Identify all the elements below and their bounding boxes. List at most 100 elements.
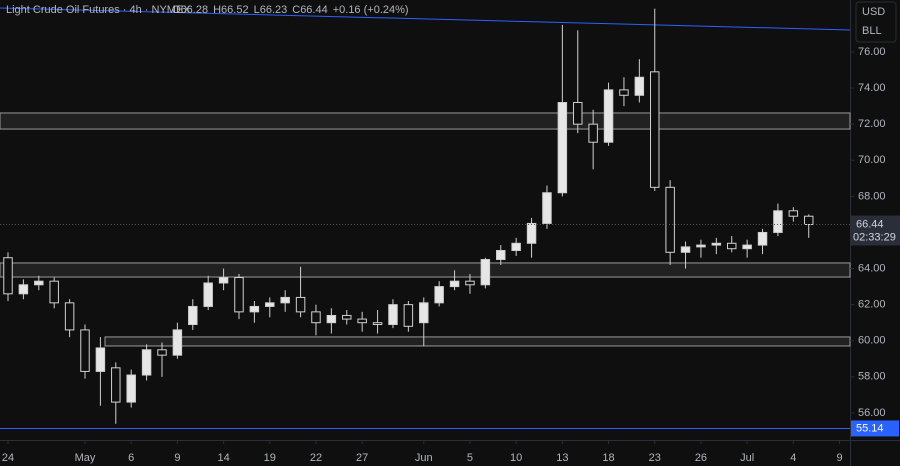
candle-body (141, 349, 152, 376)
ohlc-value: 66.23 (260, 4, 288, 16)
ohlc-value: 66.28 (181, 4, 209, 16)
candle-body (80, 329, 90, 372)
candle-body (650, 71, 660, 188)
candle-body (480, 259, 491, 286)
candle-body (711, 242, 722, 246)
x-tick-label: Jul (740, 452, 754, 464)
change: +0.16 (+0.24%) (333, 4, 409, 16)
candle-body (249, 305, 260, 313)
candle-body (465, 280, 475, 286)
currency: USD (862, 6, 885, 18)
x-tick-label: 19 (264, 452, 276, 464)
candle-body (326, 314, 337, 324)
candle-body (388, 304, 398, 325)
candle-body (419, 302, 429, 324)
candle-body (357, 318, 367, 324)
x-tick-label: May (75, 452, 96, 464)
candle-body (188, 305, 198, 325)
candle-body (511, 242, 521, 252)
unit-box[interactable] (855, 1, 897, 43)
candle-body (557, 102, 568, 194)
x-tick-label: 9 (836, 452, 842, 464)
candle-body (3, 257, 13, 295)
y-tick-label: 56.00 (858, 407, 886, 419)
candle-body (218, 277, 229, 284)
hline-price-label: 55.14 (856, 422, 884, 434)
countdown: 02:33:29 (853, 231, 896, 243)
candle-body (95, 347, 106, 372)
x-tick-label: 5 (467, 452, 473, 464)
unit: BLL (862, 25, 882, 37)
candle-body (64, 302, 75, 331)
chart-title: Light Crude Oil Futures · 4h · NYMEX (6, 4, 191, 16)
candle-body (634, 76, 645, 96)
candle-body (403, 304, 414, 327)
y-tick-label: 68.00 (858, 190, 886, 202)
ohlc-value: 66.44 (300, 4, 328, 16)
y-tick-label: 76.00 (858, 46, 886, 58)
candle-body (157, 349, 167, 356)
candle-body (573, 102, 583, 125)
candle-body (696, 244, 706, 248)
y-tick-label: 74.00 (858, 82, 886, 94)
candle-body (449, 280, 460, 288)
candle-body (265, 302, 275, 307)
candle-body (34, 280, 44, 286)
x-tick-label: 18 (602, 452, 614, 464)
y-tick-label: 64.00 (858, 262, 886, 274)
support-resistance-zone (104, 336, 851, 347)
candle-body (111, 367, 121, 403)
y-tick-label: 70.00 (858, 154, 886, 166)
candle-body (126, 374, 136, 403)
candle-body (803, 215, 814, 226)
x-tick-label: 14 (217, 452, 229, 464)
x-tick-label: 10 (510, 452, 522, 464)
candle-body (665, 186, 675, 253)
candle-body (742, 244, 752, 250)
x-tick-label: 26 (695, 452, 707, 464)
x-tick-label: 23 (649, 452, 661, 464)
x-tick-label: 27 (356, 452, 368, 464)
candle-body (526, 222, 537, 244)
ohlc-key: H (213, 4, 221, 16)
candle-body (18, 284, 29, 295)
last-price-box (851, 215, 900, 246)
y-tick-label: 62.00 (858, 299, 886, 311)
candle-body (372, 322, 383, 325)
candle-body (727, 242, 737, 250)
x-tick-label: 24 (2, 452, 14, 464)
last-price-label: 66.44 (856, 218, 884, 230)
candle-body (773, 210, 783, 233)
candle-body (311, 311, 321, 324)
y-tick-label: 58.00 (858, 371, 886, 383)
x-tick-label: 4 (790, 452, 796, 464)
candle-body (496, 250, 506, 261)
hline-price-box (851, 420, 899, 437)
x-tick-label: Jun (415, 452, 433, 464)
candle-body (172, 329, 183, 356)
ohlc-key: C (292, 4, 300, 16)
candle-body (542, 192, 552, 224)
candle-body (49, 280, 59, 304)
candle-body (788, 210, 799, 217)
candle-body (203, 282, 213, 307)
x-tick-label: 6 (128, 452, 134, 464)
ohlc-legend: O66.28 H66.52 L66.23 C66.44 +0.16 (+0.24%) (172, 4, 409, 16)
candle-body (680, 246, 691, 253)
candle-body (757, 231, 768, 246)
candle-body (234, 277, 244, 313)
ohlc-value: 66.52 (221, 4, 249, 16)
candle-body (434, 286, 444, 304)
y-tick-label: 72.00 (858, 118, 886, 130)
x-tick-label: 22 (310, 452, 322, 464)
y-tick-label: 60.00 (858, 335, 886, 347)
candle-body (619, 89, 629, 96)
candle-body (588, 123, 598, 143)
candle-body (295, 296, 306, 313)
candle-body (342, 314, 352, 320)
x-tick-label: 9 (174, 452, 180, 464)
support-resistance-zone (0, 262, 851, 278)
ohlc-key: O (172, 4, 181, 16)
